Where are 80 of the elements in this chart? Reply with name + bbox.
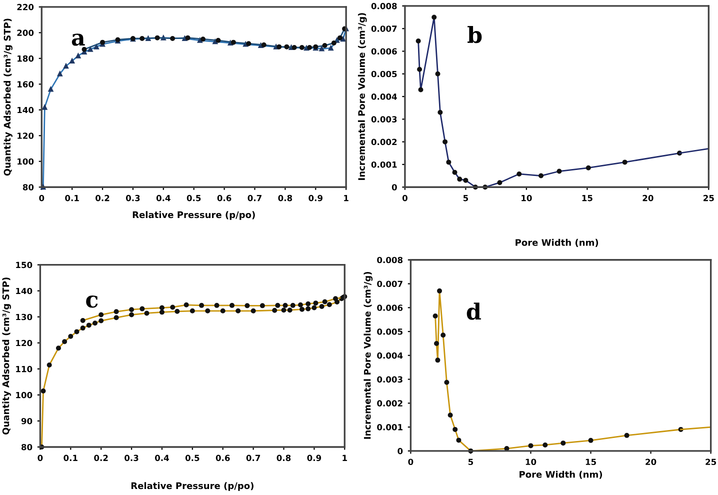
x-tick-label: 0.6 <box>217 194 232 202</box>
x-tick-label: 0.3 <box>124 454 138 462</box>
x-axis-title: Pore Width (nm) <box>520 470 602 479</box>
x-tick-label: 0.5 <box>185 454 200 462</box>
y-tick-label: 0.005 <box>371 70 397 78</box>
y-axis-title: Incremental Pore Volume (cm³/g) <box>364 272 373 439</box>
y-tick-label: 80 <box>22 184 34 190</box>
x-tick-label: 1 <box>342 454 347 461</box>
y-tick-label: 140 <box>16 288 32 294</box>
x-tick-label: 0.7 <box>248 194 262 202</box>
x-tick-label: 0.5 <box>186 194 201 202</box>
x-tick-label: 0.9 <box>307 454 322 462</box>
y-tick-label: 110 <box>16 366 32 372</box>
x-tick-label: 0.3 <box>126 194 140 202</box>
y-tick-label: 140 <box>18 106 34 114</box>
x-tick-label: 0.2 <box>96 194 110 202</box>
x-tick-label: 0.8 <box>276 454 291 462</box>
y-tick-label: 100 <box>16 392 32 398</box>
x-tick-label: 0 <box>39 194 44 202</box>
annotation: a <box>72 34 85 46</box>
x-axis-title: Relative Pressure (p/po) <box>131 482 254 491</box>
y-tick-label: 0.006 <box>377 304 403 311</box>
y-tick-label: 80 <box>21 444 32 450</box>
x-tick-label: 5 <box>468 458 474 466</box>
x-tick-label: 0.7 <box>246 454 260 462</box>
x-tick-label: 15 <box>582 195 592 202</box>
y-tick-label: 0.003 <box>371 116 397 122</box>
x-tick-label: 0 <box>408 458 414 466</box>
y-tick-label: 100 <box>18 158 34 165</box>
x-tick-label: 10 <box>522 194 532 202</box>
x-tick-label: 20 <box>646 458 656 466</box>
x-tick-label: 0.6 <box>216 454 230 462</box>
y-tick-label: 160 <box>18 81 34 88</box>
annotation: d <box>466 302 481 320</box>
x-axis-title: Pore Width (nm) <box>516 238 598 247</box>
annotation: b <box>468 26 482 44</box>
x-tick-label: 15 <box>586 458 596 466</box>
x-tick-label: 25 <box>706 458 716 466</box>
y-tick-label: 0.002 <box>371 138 397 146</box>
y-tick-label: 0.006 <box>371 48 397 55</box>
x-tick-label: 5 <box>463 195 468 202</box>
y-tick-label: 0.004 <box>371 94 397 100</box>
y-tick-label: 0 <box>398 448 403 454</box>
y-axis-title: Quantity Adsorbed (cm³/g STP) <box>2 278 12 435</box>
y-tick-label: 200 <box>17 30 34 36</box>
y-tick-label: 0.004 <box>377 352 403 359</box>
y-axis-title: Incremental Pore Volume (cm³/g) <box>358 13 367 180</box>
y-tick-label: 120 <box>18 132 34 139</box>
y-tick-label: 0.007 <box>377 280 402 288</box>
x-tick-label: 0.8 <box>278 194 292 202</box>
y-tick-label: 0.008 <box>377 256 403 264</box>
x-tick-label: 0.9 <box>308 194 322 202</box>
y-axis-title: Quantity Adsorbed (cm³/g STP) <box>4 18 12 176</box>
x-tick-label: 1 <box>344 195 348 202</box>
x-tick-label: 25 <box>704 194 714 202</box>
x-tick-label: 0.1 <box>64 454 78 462</box>
y-tick-label: 0.003 <box>377 376 402 383</box>
y-tick-label: 130 <box>16 314 32 320</box>
y-tick-label: 0.005 <box>377 328 402 335</box>
x-tick-label: 0 <box>38 454 43 462</box>
x-tick-label: 0.1 <box>65 194 79 202</box>
x-tick-label: 10 <box>526 458 536 466</box>
x-tick-label: 20 <box>642 194 654 202</box>
x-tick-label: 0 <box>402 194 408 202</box>
y-tick-label: 120 <box>16 340 32 346</box>
y-tick-label: 0.008 <box>371 2 397 10</box>
y-tick-label: 0.001 <box>371 161 397 168</box>
annotation: c <box>86 296 98 308</box>
x-tick-label: 0.2 <box>94 454 108 462</box>
y-tick-label: 150 <box>16 262 32 268</box>
y-tick-label: 180 <box>18 55 34 62</box>
y-tick-label: 0.007 <box>371 26 397 32</box>
y-tick-label: 0 <box>392 184 397 190</box>
x-axis-title: Relative Pressure (p/po) <box>132 211 255 220</box>
x-tick-label: 0.4 <box>155 454 169 462</box>
y-tick-label: 220 <box>17 4 34 10</box>
x-tick-label: 0.4 <box>156 194 170 202</box>
y-tick-label: 0.001 <box>377 424 402 430</box>
y-tick-label: 0.002 <box>377 400 402 406</box>
y-tick-label: 90 <box>21 418 32 424</box>
